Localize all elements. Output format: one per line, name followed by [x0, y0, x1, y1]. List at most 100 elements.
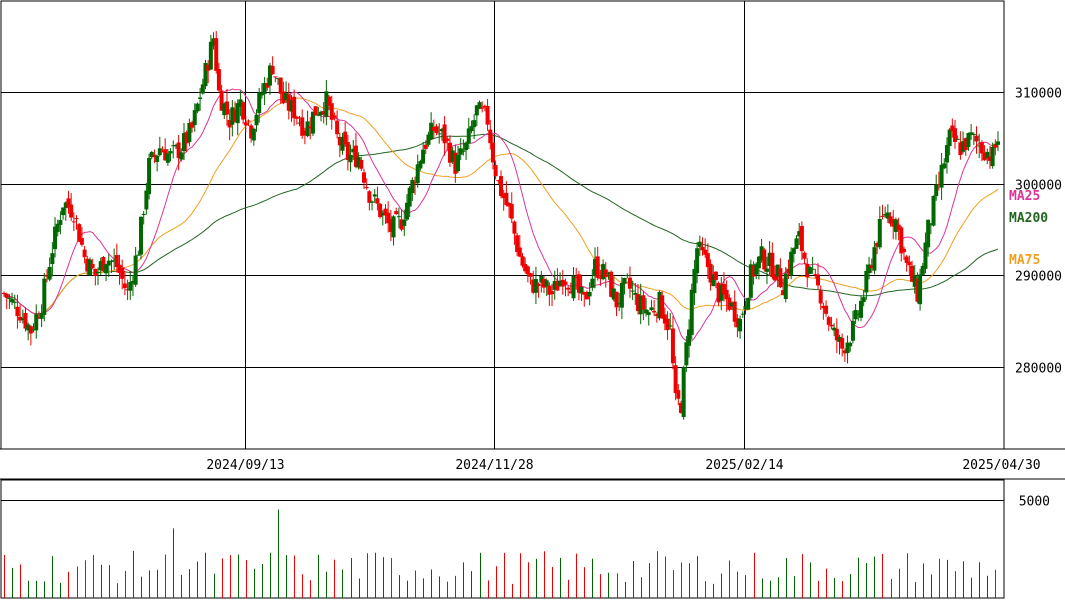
candle-body [654, 314, 659, 316]
candle-body [429, 122, 434, 140]
candle-body [770, 252, 775, 277]
candle-body [867, 264, 872, 274]
candle-body [297, 122, 302, 124]
candle-body [246, 120, 251, 122]
candle-body [646, 312, 651, 315]
candle-body [566, 287, 571, 290]
candle-body [697, 241, 702, 247]
candle-body [764, 268, 769, 272]
candle-body [504, 192, 509, 205]
candle-body [141, 213, 146, 216]
candle-body [407, 187, 412, 207]
candle-body [528, 273, 533, 277]
candle-body [547, 285, 552, 295]
candle-body [971, 133, 976, 136]
candle-body [472, 120, 477, 128]
candle-body [461, 150, 466, 152]
candle-body [517, 247, 522, 257]
candle-body [147, 158, 152, 195]
candle-body [378, 203, 383, 218]
candle-body [456, 154, 461, 172]
candle-body [681, 367, 686, 418]
candle-body [442, 124, 447, 144]
candle-body [104, 264, 109, 274]
candle-body [353, 145, 358, 167]
candle-body [652, 310, 657, 313]
candle-body [670, 328, 675, 364]
candle-body [477, 102, 482, 109]
candle-body [98, 261, 103, 271]
candle-body [259, 93, 264, 96]
candle-body [294, 116, 299, 119]
ma25-line [3, 88, 999, 343]
candle-body [832, 327, 837, 331]
ma-label-ma200: MA200 [1009, 211, 1048, 226]
candle-body [501, 193, 506, 199]
candle-body [198, 97, 203, 99]
candle-body [794, 238, 799, 249]
candle-body [748, 264, 753, 298]
candle-body [977, 145, 982, 147]
candle-body [270, 65, 275, 75]
candle-body [469, 126, 474, 132]
candle-body [740, 313, 745, 315]
candle-body [816, 274, 821, 286]
candle-body [689, 289, 694, 335]
candle-body [842, 350, 847, 354]
candle-body [426, 134, 431, 145]
candle-body [840, 338, 845, 349]
candle-body [34, 314, 39, 331]
candle-body [641, 295, 646, 310]
candle-body [319, 111, 324, 115]
candle-body [139, 216, 144, 255]
candle-body [861, 297, 866, 303]
candle-body [114, 255, 119, 268]
candle-body [340, 137, 345, 151]
candle-body [2, 292, 6, 294]
candle-body [982, 152, 987, 161]
candle-body [370, 201, 375, 203]
candle-body [227, 119, 232, 128]
candle-body [44, 274, 49, 277]
candle-body [759, 246, 764, 261]
candle-body [966, 133, 971, 147]
candle-body [979, 142, 984, 154]
candle-body [386, 212, 391, 224]
candle-body [160, 151, 165, 153]
candle-body [987, 156, 992, 161]
candle-body [926, 219, 931, 248]
y-tick-label: 300000 [1015, 179, 1062, 194]
candle-body [649, 307, 654, 310]
candle-body [439, 129, 444, 132]
candle-body [286, 94, 291, 111]
candle-body [721, 283, 726, 295]
candle-body [864, 270, 869, 293]
x-tick-label: 2024/11/28 [455, 458, 533, 473]
candle-body [23, 312, 28, 329]
candle-body [676, 390, 681, 399]
candle-body [203, 62, 208, 87]
candle-body [533, 279, 538, 293]
candle-body [181, 133, 186, 152]
candle-body [348, 155, 353, 163]
candle-body [571, 275, 576, 299]
axis-labels: 310000 300000 290000 280000 2024/09/13 2024/1… [206, 87, 1062, 510]
candle-body [238, 99, 243, 108]
candle-body [885, 212, 890, 219]
candle-body [942, 163, 947, 169]
candle-body [958, 142, 963, 155]
candle-body [907, 261, 912, 266]
candle-body [171, 145, 176, 147]
candle-body [214, 38, 219, 71]
volume-tick-label: 5000 [1019, 495, 1050, 510]
candle-body [877, 219, 882, 248]
candle-body [482, 105, 487, 108]
candle-body [969, 132, 974, 135]
candle-body [708, 263, 713, 283]
candle-body [447, 142, 452, 163]
candle-body [595, 256, 600, 278]
candle-body [15, 306, 20, 317]
candle-body [756, 256, 761, 269]
candle-body [558, 280, 563, 286]
